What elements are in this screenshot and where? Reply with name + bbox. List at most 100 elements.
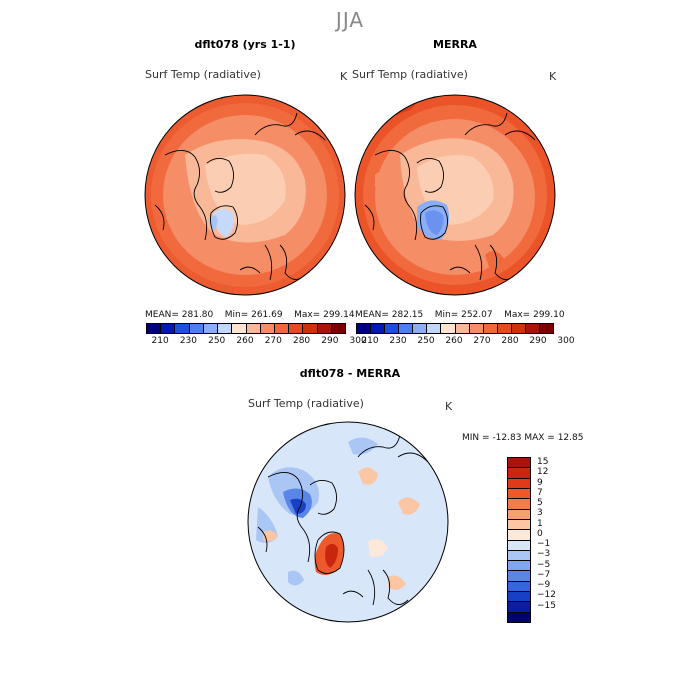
panel-model-variable-label: Surf Temp (radiative) [145, 68, 261, 81]
diff-min-value: -12.83 [492, 433, 522, 443]
colorbar-swatch [508, 612, 530, 622]
colorbar-swatch [455, 324, 470, 333]
colorbar-swatch [161, 324, 176, 333]
diff-max-value: 12.85 [557, 433, 584, 443]
colorbar-tick-label: 230 [389, 336, 407, 346]
colorbar-swatch [399, 324, 414, 333]
diff-panel-variable-label: Surf Temp (radiative) [248, 397, 364, 410]
colorbar-swatch [371, 324, 386, 333]
colorbar-swatch [508, 540, 530, 551]
colorbar-tick-label: 210 [361, 336, 379, 346]
colorbar-swatch [508, 571, 530, 582]
diff-max-label: MAX = [524, 433, 555, 443]
colorbar-tick-label: 280 [501, 336, 519, 346]
colorbar-tick-label: −7 [537, 569, 551, 580]
colorbar-swatch [260, 324, 275, 333]
mean-label: MEAN= [355, 310, 389, 320]
colorbar-swatch [469, 324, 484, 333]
colorbar-swatch [508, 478, 530, 489]
colorbar-swatch [147, 324, 162, 333]
merra-colorbar-ticks: 210 230 250 260 270 280 290 300 [356, 336, 574, 348]
colorbar-swatch [508, 530, 530, 541]
min-value: 252.07 [461, 310, 493, 320]
model-polar-map [144, 94, 346, 296]
colorbar-swatch [274, 324, 290, 333]
colorbar-tick-label: −5 [537, 559, 551, 570]
colorbar-tick-label: 300 [349, 336, 367, 346]
max-label: Max= [294, 310, 321, 320]
colorbar-swatch [441, 324, 456, 333]
colorbar-swatch [508, 592, 530, 603]
colorbar-tick-label: 250 [208, 336, 226, 346]
colorbar-swatch [189, 324, 204, 333]
colorbar-swatch [331, 324, 346, 333]
colorbar-swatch [303, 324, 318, 333]
colorbar-tick-label: 12 [537, 467, 549, 478]
colorbar-tick-label: 280 [292, 336, 311, 346]
colorbar-tick-label: 5 [537, 498, 543, 509]
colorbar-swatch [508, 488, 530, 500]
colorbar-swatch [540, 324, 554, 333]
mean-value: 282.15 [391, 310, 424, 320]
colorbar-tick-label: 260 [236, 336, 254, 346]
colorbar-swatch [413, 324, 428, 333]
colorbar-tick-label: 260 [445, 336, 463, 346]
colorbar-tick-label: 250 [417, 336, 435, 346]
season-title: JJA [335, 8, 365, 32]
colorbar-tick-label: −12 [537, 590, 556, 601]
min-value: 261.69 [251, 310, 283, 320]
merra-colorbar [356, 323, 554, 334]
colorbar-tick-label: 270 [264, 336, 282, 346]
colorbar-tick-label: 3 [537, 508, 543, 519]
colorbar-swatch [385, 324, 400, 333]
colorbar-tick-label: −15 [537, 600, 556, 611]
panel-model-title: dflt078 (yrs 1-1) [194, 38, 296, 51]
colorbar-swatch [508, 581, 530, 593]
panel-merra-title: MERRA [433, 38, 477, 51]
colorbar-swatch [232, 324, 247, 333]
colorbar-swatch [511, 324, 526, 333]
colorbar-tick-label: 300 [557, 336, 575, 346]
panel-merra-variable-label: Surf Temp (radiative) [352, 68, 468, 81]
colorbar-swatch [508, 499, 530, 510]
max-label: Max= [504, 310, 531, 320]
colorbar-tick-label: 7 [537, 487, 543, 498]
colorbar-tick-label: −9 [537, 580, 551, 591]
mean-label: MEAN= [145, 310, 179, 320]
colorbar-tick-label: 210 [151, 336, 169, 346]
colorbar-swatch [203, 324, 219, 333]
colorbar-tick-label: 1 [537, 518, 543, 529]
panel-merra-unit: K [549, 70, 557, 83]
colorbar-swatch [317, 324, 332, 333]
colorbar-tick-label: −3 [537, 549, 551, 560]
colorbar-swatch [175, 324, 190, 333]
colorbar-swatch [508, 519, 530, 531]
colorbar-swatch [497, 324, 512, 333]
diff-colorbar [507, 457, 531, 623]
colorbar-tick-label: −1 [537, 539, 551, 550]
model-colorbar [146, 323, 346, 334]
colorbar-swatch [508, 561, 530, 572]
colorbar-swatch [427, 324, 442, 333]
colorbar-swatch [508, 602, 530, 613]
colorbar-swatch [289, 324, 304, 333]
colorbar-swatch [508, 458, 530, 469]
colorbar-swatch [508, 509, 530, 520]
diff-panel-title: dflt078 - MERRA [299, 367, 401, 380]
colorbar-swatch [246, 324, 261, 333]
min-label: Min= [434, 310, 459, 320]
merra-polar-map [354, 94, 556, 296]
colorbar-tick-label: 0 [537, 528, 543, 539]
colorbar-tick-label: 15 [537, 457, 549, 468]
colorbar-tick-label: 9 [537, 477, 543, 488]
model-colorbar-ticks: 210 230 250 260 270 280 290 300 [146, 336, 367, 348]
min-label: Min= [224, 310, 249, 320]
panel-model-unit: K [340, 70, 348, 83]
max-value: 299.14 [323, 310, 355, 320]
diff-min-label: MIN = [462, 433, 490, 443]
colorbar-tick-label: 230 [179, 336, 198, 346]
diff-colorbar-ticks: 15 12 9 7 5 3 1 0 −1 −3 −5 −7 −9 −12 −15 [537, 457, 577, 621]
colorbar-swatch [218, 324, 233, 333]
colorbar-tick-label: 270 [473, 336, 491, 346]
colorbar-swatch [508, 468, 530, 479]
